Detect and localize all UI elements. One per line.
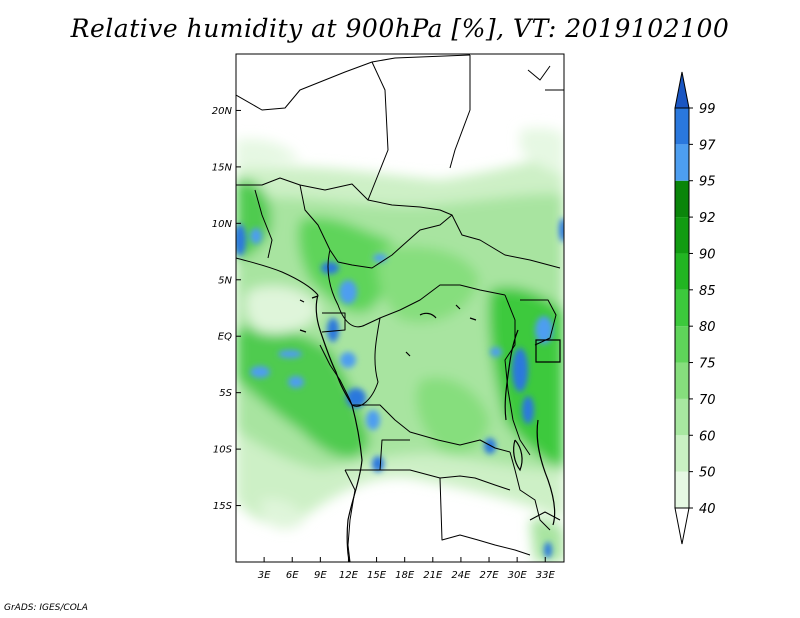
colorbar-segment xyxy=(675,180,689,218)
lat-tick-label: 15S xyxy=(213,501,233,512)
colorbar-label: 40 xyxy=(699,502,716,517)
colorbar-segment xyxy=(675,435,689,472)
colorbar-label: 90 xyxy=(699,247,716,262)
lat-tick-label: 15N xyxy=(212,162,233,173)
colorbar-segment xyxy=(675,253,689,290)
lon-tick-label: 27E xyxy=(480,570,500,581)
lon-tick-label: 24E xyxy=(451,570,471,581)
colorbar-min-arrow xyxy=(674,507,690,545)
colorbar-segment xyxy=(675,289,689,327)
colorbar-label: 50 xyxy=(699,466,716,481)
colorbar-label: 60 xyxy=(699,429,716,444)
lat-tick-label: 5S xyxy=(219,388,232,399)
lon-tick-label: 6E xyxy=(286,570,299,581)
colorbar-segment xyxy=(675,398,689,436)
lon-tick-label: 12E xyxy=(339,570,359,581)
lon-tick-label: 9E xyxy=(314,570,327,581)
colorbar-max-arrow xyxy=(674,71,690,109)
humidity-field xyxy=(236,54,564,562)
colorbar-segment xyxy=(675,326,689,363)
lon-tick-label: 15E xyxy=(367,570,387,581)
plot-frame xyxy=(235,53,565,563)
lat-tick-label: 10N xyxy=(212,219,233,230)
colorbar-label: 80 xyxy=(699,320,716,335)
colorbar-label: 75 xyxy=(699,357,716,372)
colorbar-label: 85 xyxy=(699,284,716,299)
colorbar-label: 95 xyxy=(699,175,716,190)
colorbar-segment xyxy=(675,144,689,181)
lat-tick-label: 5N xyxy=(218,275,232,286)
lat-tick-label: EQ xyxy=(218,332,232,343)
colorbar-segment xyxy=(675,217,689,254)
lon-tick-label: 21E xyxy=(423,570,443,581)
lat-tick-label: 10S xyxy=(213,445,233,456)
lon-tick-label: 3E xyxy=(258,570,271,581)
colorbar-frame xyxy=(674,107,690,509)
map-title: Relative humidity at 900hPa [%], VT: 201… xyxy=(70,14,730,43)
colorbar-label: 97 xyxy=(699,138,716,153)
colorbar-segment xyxy=(675,471,689,508)
colorbar-segment xyxy=(675,108,689,145)
lon-tick-label: 18E xyxy=(395,570,415,581)
lon-tick-label: 33E xyxy=(536,570,556,581)
colorbar-label: 92 xyxy=(699,211,716,226)
lon-tick-label: 30E xyxy=(508,570,528,581)
coastline xyxy=(299,294,561,562)
latitude-axis: 20N 15N 10N 5N EQ 5S 10S 15S xyxy=(212,106,241,512)
lat-tick-label: 20N xyxy=(212,106,233,117)
colorbar-label: 99 xyxy=(699,102,716,117)
colorbar: 40 50 60 70 75 80 85 90 92 95 97 99 xyxy=(674,71,716,545)
credit-text: GrADS: IGES/COLA xyxy=(4,603,88,613)
country-borders xyxy=(236,54,564,562)
colorbar-segment xyxy=(675,362,689,399)
colorbar-label: 70 xyxy=(699,393,716,408)
longitude-axis: 3E 6E 9E 12E 15E 18E 21E 24E 27E 30E 33E xyxy=(258,557,556,581)
